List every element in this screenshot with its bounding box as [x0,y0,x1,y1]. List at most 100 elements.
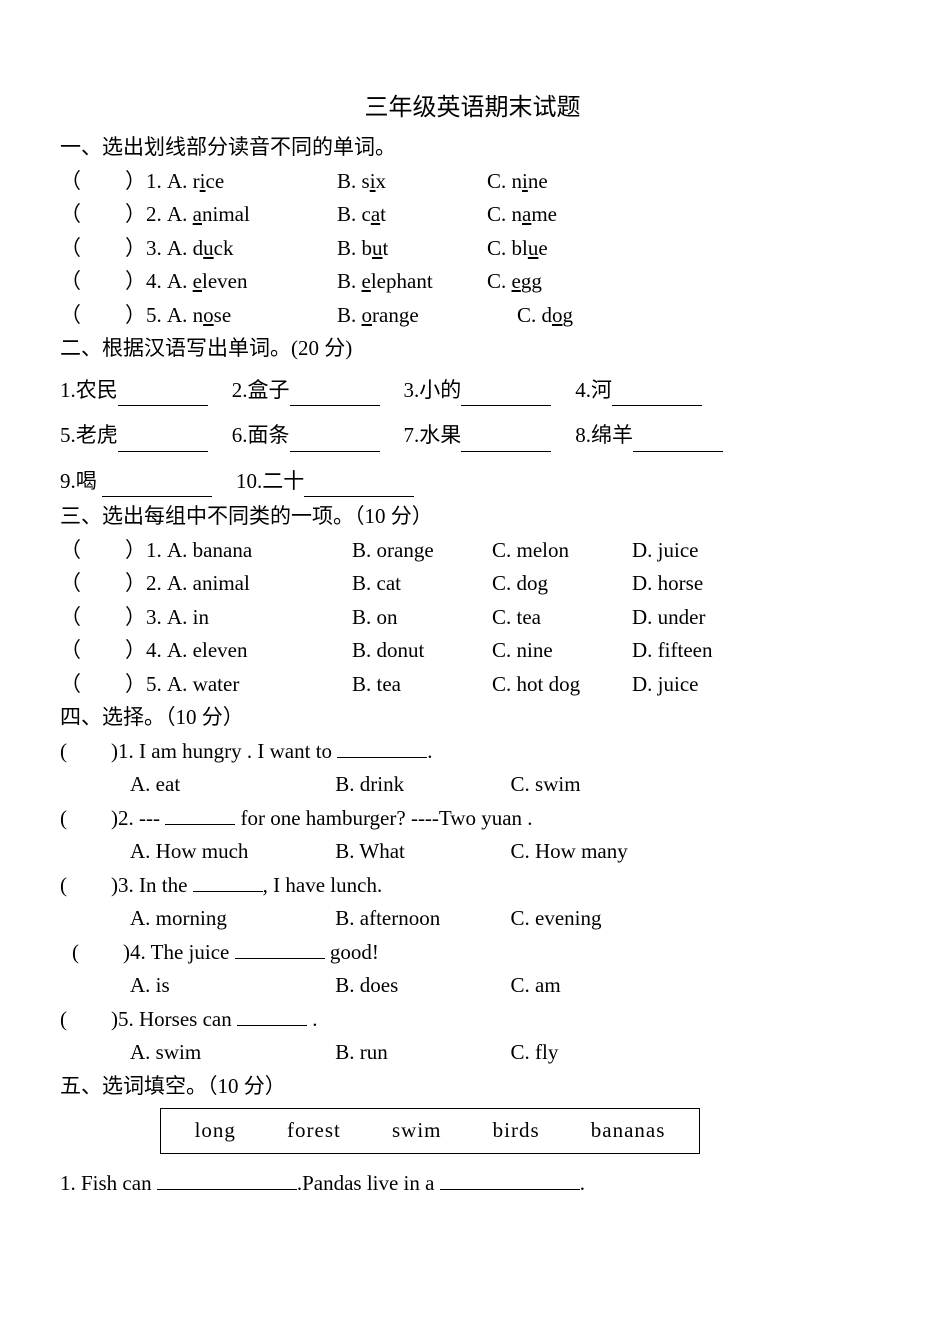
q-number: 7 [404,420,415,452]
opt-label: C. [492,538,517,562]
stem-text: for one hamburger? ----Two yuan . [235,806,532,830]
opt-text: g [563,303,574,327]
opt-label: C. [487,169,512,193]
s4-q5-opts: A. swim B. run C. fly [130,1037,885,1069]
opt-label: C. [492,638,517,662]
opt-text: run [360,1040,388,1064]
opt-text: tea [517,605,541,629]
opt-text: juice [658,672,699,696]
opt-text: s [362,169,370,193]
stem-text: . [307,1007,318,1031]
opt-label: C. [487,202,512,226]
opt-label: A. [130,1040,156,1064]
s3-q3: （） 3. A. in B. on C. tea D. under [60,602,885,634]
opt-label: A. [167,605,193,629]
s3-q2: （） 2. A. animal B. cat C. dog D. horse [60,568,885,600]
stem-text: Horses can [139,1007,237,1031]
s4-q5: ()5. Horses can . [60,1004,885,1036]
opt-underline: u [528,236,539,260]
opt-text: am [535,973,561,997]
opt-label: B. [337,169,362,193]
opt-text: gg [521,269,542,293]
opt-label: D. [632,605,658,629]
opt-text: does [360,973,399,997]
opt-text: bl [512,236,528,260]
s4-q2-opts: A. How much B. What C. How many [130,836,885,868]
fill-blank[interactable] [440,1169,580,1190]
s2-row3: 9.喝 10. 二十 [60,466,885,498]
q-number: 5 [146,669,157,701]
q-number: 6 [232,420,243,452]
s4-q1: ()1. I am hungry . I want to . [60,736,885,768]
opt-text: eat [156,772,180,796]
write-blank[interactable] [633,431,723,452]
opt-text: c [362,202,371,226]
q-number: 8 [575,420,586,452]
opt-text: b [362,236,373,260]
q-number: 3 [146,233,157,265]
opt-underline: e [512,269,521,293]
fill-blank[interactable] [165,804,235,825]
s1-q5: （） 5. A. nose B. orange C. dog [60,300,885,332]
opt-text: in [193,605,209,629]
opt-underline: o [552,303,563,327]
opt-label: B. [352,638,377,662]
opt-text: tea [377,672,401,696]
fill-blank[interactable] [193,871,263,892]
fill-blank[interactable] [237,1005,307,1026]
q-label: 水果 [419,420,461,452]
opt-text: hot dog [517,672,581,696]
opt-text: donut [377,638,425,662]
opt-text: banana [193,538,252,562]
q-label: 老虎 [76,420,118,452]
s1-q1: （） 1. A. rice B. six C. nine [60,166,885,198]
write-blank[interactable] [461,431,551,452]
opt-text: range [372,303,419,327]
section-4-heading: 四、选择。（10 分） [60,702,885,734]
opt-label: B. [335,973,360,997]
q-label: 小的 [419,375,461,407]
word-bank-item: bananas [591,1115,666,1147]
fill-blank[interactable] [337,737,427,758]
write-blank[interactable] [102,476,212,497]
fill-blank[interactable] [235,938,325,959]
opt-label: C. [511,973,536,997]
opt-underline: a [522,202,531,226]
q-number: 2 [232,375,243,407]
fill-blank[interactable] [157,1169,297,1190]
write-blank[interactable] [612,385,702,406]
write-blank[interactable] [290,385,380,406]
opt-text: horse [658,571,704,595]
opt-label: D. [632,538,658,562]
stem-text: . [427,739,432,763]
write-blank[interactable] [118,385,208,406]
opt-text: ck [214,236,234,260]
write-blank[interactable] [118,431,208,452]
opt-label: B. [352,571,377,595]
q-label: 面条 [248,420,290,452]
write-blank[interactable] [461,385,551,406]
opt-text: How many [535,839,628,863]
opt-text: lephant [371,269,433,293]
opt-text: fifteen [658,638,713,662]
opt-text: fly [535,1040,558,1064]
q-number: 1 [118,739,129,763]
s2-row2: 5.老虎 6.面条 7.水果 8.绵羊 [60,420,885,452]
write-blank[interactable] [304,476,414,497]
opt-text: t [383,236,389,260]
write-blank[interactable] [290,431,380,452]
word-bank-box: long forest swim birds bananas [160,1108,700,1154]
word-bank-item: birds [493,1115,540,1147]
s4-q2: ()2. --- for one hamburger? ----Two yuan… [60,803,885,835]
opt-text: swim [535,772,581,796]
q-number: 1 [60,1171,71,1195]
q-number: 4 [146,635,157,667]
word-bank-item: swim [392,1115,442,1147]
opt-label: A. [167,202,193,226]
stem-text: . [580,1171,585,1195]
s3-q5: （） 5. A. water B. tea C. hot dog D. juic… [60,669,885,701]
s4-q4: ()4. The juice good! [72,937,885,969]
opt-text: cat [377,571,401,595]
opt-label: A. [130,973,156,997]
q-number: 3 [118,873,129,897]
